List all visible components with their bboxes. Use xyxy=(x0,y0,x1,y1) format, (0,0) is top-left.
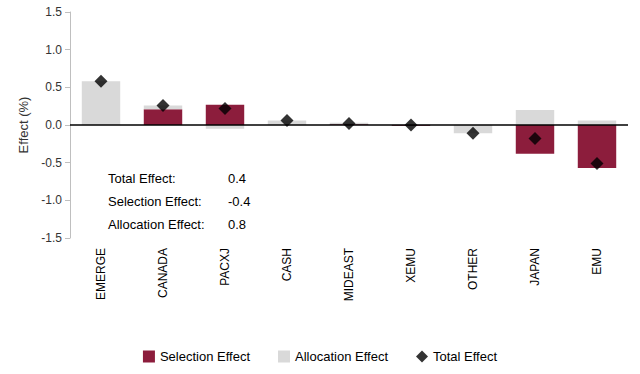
svg-text:Effect (%): Effect (%) xyxy=(16,97,31,154)
svg-text:0.8: 0.8 xyxy=(228,217,246,232)
svg-text:Allocation Effect:: Allocation Effect: xyxy=(108,217,205,232)
svg-text:EMERGE: EMERGE xyxy=(94,248,108,300)
svg-text:XEMU: XEMU xyxy=(404,248,418,283)
svg-text:0.4: 0.4 xyxy=(228,171,246,186)
svg-text:MIDEAST: MIDEAST xyxy=(342,247,356,301)
svg-text:CASH: CASH xyxy=(280,248,294,281)
svg-text:-1.0: -1.0 xyxy=(41,193,62,207)
svg-text:EMU: EMU xyxy=(590,248,604,275)
svg-text:Selection Effect:: Selection Effect: xyxy=(108,194,202,209)
svg-text:1.5: 1.5 xyxy=(45,5,62,19)
svg-text:Allocation Effect: Allocation Effect xyxy=(295,349,388,364)
svg-text:-0.4: -0.4 xyxy=(228,194,250,209)
svg-text:-1.5: -1.5 xyxy=(41,231,62,245)
svg-text:-0.5: -0.5 xyxy=(41,156,62,170)
svg-text:Total Effect: Total Effect xyxy=(433,349,497,364)
svg-text:JAPAN: JAPAN xyxy=(528,248,542,286)
svg-text:OTHER: OTHER xyxy=(466,248,480,290)
svg-text:1.0: 1.0 xyxy=(45,43,62,57)
svg-text:Selection Effect: Selection Effect xyxy=(160,349,250,364)
svg-text:PACXJ: PACXJ xyxy=(218,248,232,286)
svg-text:0.5: 0.5 xyxy=(45,80,62,94)
svg-text:Total Effect:: Total Effect: xyxy=(108,171,176,186)
svg-text:0.0: 0.0 xyxy=(45,118,62,132)
svg-text:CANADA: CANADA xyxy=(156,248,170,298)
